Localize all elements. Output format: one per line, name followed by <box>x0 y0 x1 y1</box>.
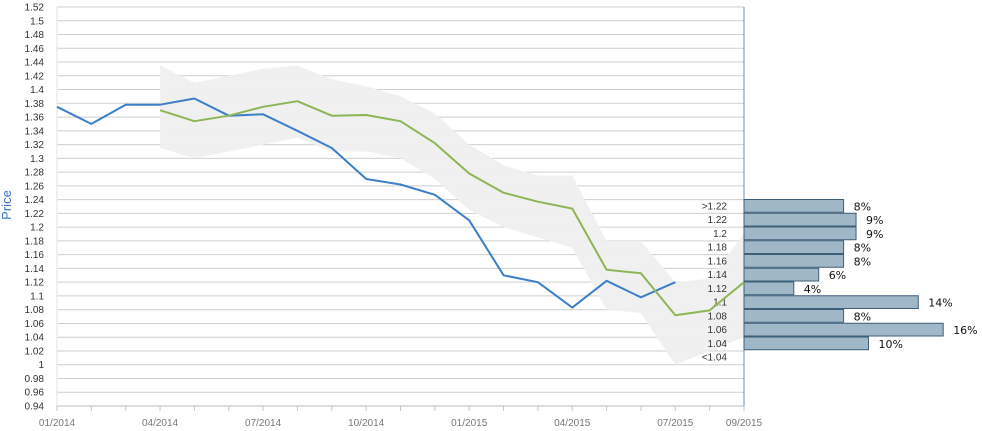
x-tick-label: 01/2015 <box>451 418 488 429</box>
y-tick-label: 1.14 <box>25 264 45 275</box>
y-tick-label: 1.34 <box>25 126 45 137</box>
x-axis: 01/2014 04/2014 07/2014 10/2014 01/2015 04/20… <box>39 406 763 429</box>
distribution-bin-label: 1.18 <box>708 243 728 254</box>
y-tick-label: 1.48 <box>25 30 45 41</box>
distribution-bin-label: 1.06 <box>708 325 728 336</box>
y-tick-label: 1.32 <box>25 140 45 151</box>
x-tick-label: 04/2014 <box>142 418 179 429</box>
y-axis: 0.94 0.96 0.98 1 1.02 1.04 1.06 1.08 1.1 1.12 1.14… <box>25 3 45 413</box>
y-tick-label: 1.08 <box>25 305 45 316</box>
y-tick-label: 1.52 <box>25 3 45 14</box>
y-tick-label: 1.2 <box>30 223 44 234</box>
distribution-percent-label: 9% <box>866 214 883 227</box>
distribution-bar <box>743 281 795 296</box>
distribution-bar <box>743 295 919 309</box>
y-tick-label: 1.38 <box>25 99 45 110</box>
y-tick-label: 1.12 <box>25 278 45 289</box>
y-tick-label: 1.26 <box>25 181 45 192</box>
forecast-band <box>160 65 745 365</box>
y-tick-label: 0.94 <box>25 402 45 413</box>
y-tick-label: 1.36 <box>25 113 45 124</box>
distribution-bin-label: 1.16 <box>708 256 728 267</box>
x-tick-label: 10/2014 <box>348 418 385 429</box>
distribution-bar <box>743 309 845 323</box>
distribution-percent-label: 8% <box>854 255 871 268</box>
distribution-percent-label: 4% <box>804 283 821 296</box>
y-tick-label: 1.4 <box>30 85 44 96</box>
x-tick-label: 07/2014 <box>245 418 282 429</box>
y-tick-label: 1.18 <box>25 236 45 247</box>
distribution-bin-label: 1.14 <box>708 270 728 281</box>
x-tick-label: 04/2015 <box>554 418 591 429</box>
distribution-bin-label: 1.04 <box>708 339 728 350</box>
distribution-bin-label: 1.12 <box>708 284 728 295</box>
distribution-bar <box>743 267 820 282</box>
y-tick-label: 1.04 <box>25 333 45 344</box>
distribution-bars: >1.22 8% 1.22 9% 1.2 9% 1.18 8% 1.16 8% 1.14 6% 1.12… <box>702 199 978 364</box>
distribution-bar <box>743 322 944 337</box>
y-tick-label: 1.46 <box>25 44 45 55</box>
series-lines <box>56 97 745 317</box>
distribution-bar <box>743 336 869 351</box>
y-tick-label: 1.16 <box>25 250 45 261</box>
distribution-bar <box>743 226 857 241</box>
historical-price-line <box>56 97 676 309</box>
x-tick-label: 07/2015 <box>657 418 694 429</box>
x-tick-label: 01/2014 <box>39 418 76 429</box>
y-axis-label: Price <box>0 190 14 220</box>
y-tick-label: 1.5 <box>30 16 44 27</box>
y-tick-label: 1.44 <box>25 58 45 69</box>
distribution-bin-label: 1.2 <box>713 229 727 240</box>
distribution-bin-label: 1.08 <box>708 311 728 322</box>
distribution-bar <box>743 199 845 213</box>
y-tick-label: 1.24 <box>25 195 45 206</box>
distribution-percent-label: 10% <box>879 338 903 351</box>
y-tick-label: 1.06 <box>25 319 45 330</box>
y-tick-label: 1.1 <box>30 291 44 302</box>
distribution-percent-label: 6% <box>829 269 846 282</box>
distribution-percent-label: 16% <box>953 324 977 337</box>
distribution-percent-label: 8% <box>854 242 871 255</box>
y-tick-label: 1.22 <box>25 209 45 220</box>
y-tick-label: 0.96 <box>25 388 45 399</box>
distribution-percent-label: 8% <box>854 310 871 323</box>
distribution-bin-label: >1.22 <box>702 201 728 212</box>
distribution-percent-label: 14% <box>928 297 952 310</box>
distribution-bar <box>743 212 857 227</box>
distribution-percent-label: 8% <box>854 200 871 213</box>
distribution-bin-label: 1.1 <box>713 298 727 309</box>
distribution-bin-label: <1.04 <box>702 353 728 364</box>
distribution-percent-label: 9% <box>866 228 883 241</box>
y-tick-label: 1.3 <box>30 154 44 165</box>
distribution-bar <box>743 240 845 254</box>
x-tick-label: 09/2015 <box>726 418 763 429</box>
y-tick-label: 1.28 <box>25 168 45 179</box>
y-tick-label: 0.98 <box>25 374 45 385</box>
y-tick-label: 1 <box>38 360 44 371</box>
forecast-range-band <box>160 65 745 365</box>
forecast-price-line <box>159 100 745 317</box>
distribution-bin-label: 1.22 <box>708 215 728 226</box>
y-tick-label: 1.42 <box>25 71 45 82</box>
y-tick-label: 1.02 <box>25 346 45 357</box>
gridlines <box>56 6 745 407</box>
distribution-bar <box>743 254 845 268</box>
